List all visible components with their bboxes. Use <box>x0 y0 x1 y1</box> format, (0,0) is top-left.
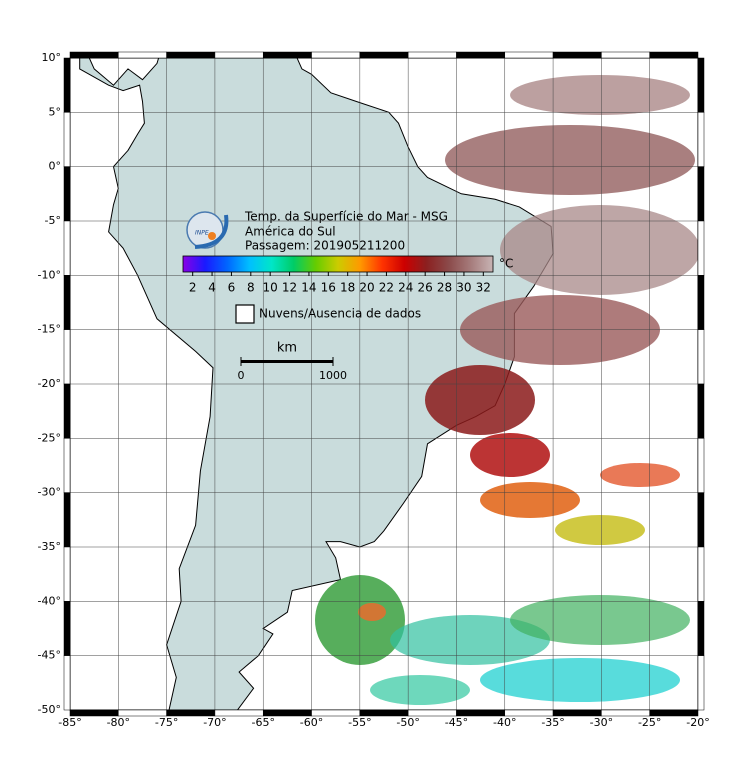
frame-segment <box>697 546 705 602</box>
colorbar-tick-label: 8 <box>247 281 255 295</box>
frame-segment <box>697 166 705 222</box>
lon-tick-label: -40° <box>493 716 516 729</box>
colorbar-tick-label: 20 <box>359 281 374 295</box>
lat-tick-label: -45° <box>38 649 61 662</box>
frame-segment <box>262 51 312 59</box>
colorbar-tick-label: 6 <box>228 281 236 295</box>
frame-segment <box>63 383 71 439</box>
frame-segment <box>601 51 650 59</box>
colorbar-tick-label: 2 <box>189 281 197 295</box>
colorbar-tick-label: 18 <box>340 281 355 295</box>
lon-tick-label: -55° <box>348 716 371 729</box>
frame-segment <box>63 601 71 656</box>
frame-segment <box>649 709 699 717</box>
lat-tick-label: -5° <box>45 214 61 227</box>
frame-segment <box>649 51 699 59</box>
frame-segment <box>63 546 71 602</box>
lat-tick-label: -25° <box>38 431 61 444</box>
frame-segment <box>63 492 71 548</box>
sst-layer <box>315 75 698 705</box>
colorbar-tick-label: 26 <box>418 281 433 295</box>
logo-dot <box>208 232 216 240</box>
scale-start-label: 0 <box>238 369 245 382</box>
frame-segment <box>118 51 167 59</box>
lon-tick-label: -60° <box>300 716 323 729</box>
lon-tick-label: -70° <box>203 716 226 729</box>
logo-text: INPE <box>195 230 209 237</box>
lat-tick-label: -15° <box>38 323 61 336</box>
frame-segment <box>697 438 705 493</box>
lon-tick-label: -35° <box>541 716 564 729</box>
frame-segment <box>697 492 705 548</box>
lat-tick-label: -40° <box>38 594 61 607</box>
colorbar-tick-label: 16 <box>321 281 336 295</box>
frame-segment <box>63 329 71 385</box>
colorbar-tick-label: 32 <box>476 281 491 295</box>
frame-segment <box>63 166 71 222</box>
legend-pass: Passagem: 201905211200 <box>245 239 405 253</box>
frame-segment <box>697 112 705 167</box>
frame-segment <box>504 51 554 59</box>
lon-tick-label: -65° <box>251 716 274 729</box>
legend-title: Temp. da Superfície do Mar - MSG <box>244 210 448 224</box>
lat-tick-label: 10° <box>42 51 62 64</box>
no-data-swatch <box>235 304 255 324</box>
frame-segment <box>456 51 506 59</box>
colorbar-tick-label: 24 <box>398 281 413 295</box>
colorbar-tick-label: 30 <box>456 281 471 295</box>
lon-tick-label: -50° <box>396 716 419 729</box>
scale-bar <box>241 360 333 363</box>
frame-segment <box>697 601 705 656</box>
colorbar-tick-label: 12 <box>282 281 297 295</box>
frame-segment <box>214 51 264 59</box>
frame-segment <box>697 655 705 711</box>
frame-segment <box>63 57 71 113</box>
lat-tick-label: -50° <box>38 703 61 716</box>
frame-segment <box>166 51 216 59</box>
scale-end-label: 1000 <box>319 369 347 382</box>
colorbar <box>182 255 494 273</box>
frame-segment <box>63 655 71 711</box>
lat-tick-label: 5° <box>49 105 62 118</box>
lat-tick-label: -20° <box>38 377 61 390</box>
legend-region: América do Sul <box>245 225 336 239</box>
lon-tick-label: -85° <box>58 716 81 729</box>
frame-segment <box>311 51 361 59</box>
frame-segment <box>63 438 71 493</box>
frame-segment <box>697 383 705 439</box>
lon-tick-label: -30° <box>590 716 613 729</box>
lon-tick-label: -25° <box>638 716 661 729</box>
colorbar-tick-label: 14 <box>301 281 316 295</box>
colorbar-tick-label: 22 <box>379 281 394 295</box>
frame-segment <box>697 57 705 113</box>
colorbar-tick-label: 28 <box>437 281 452 295</box>
frame-segment <box>63 220 71 276</box>
logo-swoosh <box>194 214 229 249</box>
lon-tick-label: -45° <box>445 716 468 729</box>
lat-tick-label: -30° <box>38 486 61 499</box>
colorbar-tick-label: 10 <box>263 281 278 295</box>
lon-tick-label: -75° <box>155 716 178 729</box>
frame-segment <box>63 275 71 330</box>
colorbar-tick-label: 4 <box>208 281 216 295</box>
lon-tick-label: -80° <box>107 716 130 729</box>
frame-segment <box>407 51 457 59</box>
frame-segment <box>69 51 119 59</box>
lat-tick-label: -35° <box>38 540 61 553</box>
frame-segment <box>697 220 705 276</box>
lat-tick-label: 0° <box>49 160 62 173</box>
colorbar-unit: °C <box>499 257 513 271</box>
no-data-label: Nuvens/Ausencia de dados <box>259 307 421 321</box>
frame-segment <box>63 112 71 167</box>
legend: INPE Temp. da Superfície do Mar - MSG Am… <box>182 210 513 382</box>
lat-tick-label: -10° <box>38 268 61 281</box>
frame-segment <box>552 51 602 59</box>
frame-segment <box>359 51 409 59</box>
frame-segment <box>697 275 705 330</box>
frame-segment <box>697 329 705 385</box>
lon-tick-label: -20° <box>686 716 709 729</box>
scale-unit: km <box>277 341 297 356</box>
